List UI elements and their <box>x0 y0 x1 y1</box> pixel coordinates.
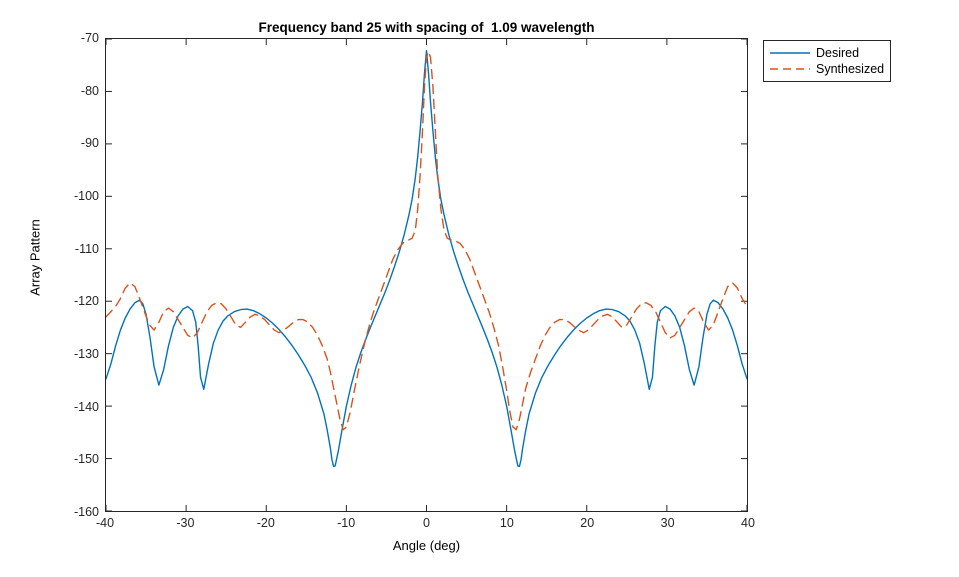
x-tick-label: 0 <box>423 516 430 530</box>
legend-label-desired: Desired <box>816 46 860 60</box>
y-tick-label: -160 <box>73 505 99 519</box>
legend-item-desired[interactable]: Desired <box>769 45 884 61</box>
legend-label-synthesized: Synthesized <box>816 62 885 76</box>
y-tick-label: -120 <box>73 294 99 309</box>
plot-area <box>105 38 748 512</box>
y-axis-label: Array Pattern <box>27 219 43 296</box>
x-tick-label: -10 <box>337 516 356 530</box>
y-tick-label: -140 <box>73 399 99 414</box>
series-line-desired <box>106 51 747 467</box>
y-tick-label: -70 <box>80 31 99 45</box>
legend-line-sample-desired <box>770 52 810 54</box>
x-tick-label: -40 <box>95 516 115 530</box>
series-line-synthesized <box>106 52 747 430</box>
x-tick-label: 10 <box>499 516 514 530</box>
x-axis-tick-labels: -40 -30 -20 -10 0 10 20 30 40 <box>96 516 755 536</box>
x-tick-label: -20 <box>256 516 275 530</box>
legend-line-sample-synthesized <box>770 68 810 70</box>
y-tick-label: -80 <box>80 83 99 98</box>
legend[interactable]: Desired Synthesized <box>763 40 892 82</box>
y-tick-label: -90 <box>80 136 99 151</box>
y-tick-label: -100 <box>73 189 99 203</box>
y-tick-label: -150 <box>73 452 99 467</box>
x-tick-label: 30 <box>660 516 675 530</box>
y-axis-tick-labels: -70 -80 -90 -100 -110 -120 -130 -140 -150 -160 <box>52 31 99 519</box>
y-tick-label: -110 <box>74 241 99 256</box>
legend-item-synthesized[interactable]: Synthesized <box>769 61 884 77</box>
x-axis-label: Angle (deg) <box>392 538 461 553</box>
page-title: Frequency band 25 with spacing of 1.09 w… <box>258 20 595 35</box>
plot-svg <box>106 39 747 511</box>
y-tick-label: -130 <box>73 347 99 361</box>
x-tick-label: 20 <box>580 516 595 530</box>
x-tick-label: 40 <box>741 516 755 530</box>
x-tick-label: -30 <box>176 516 195 530</box>
